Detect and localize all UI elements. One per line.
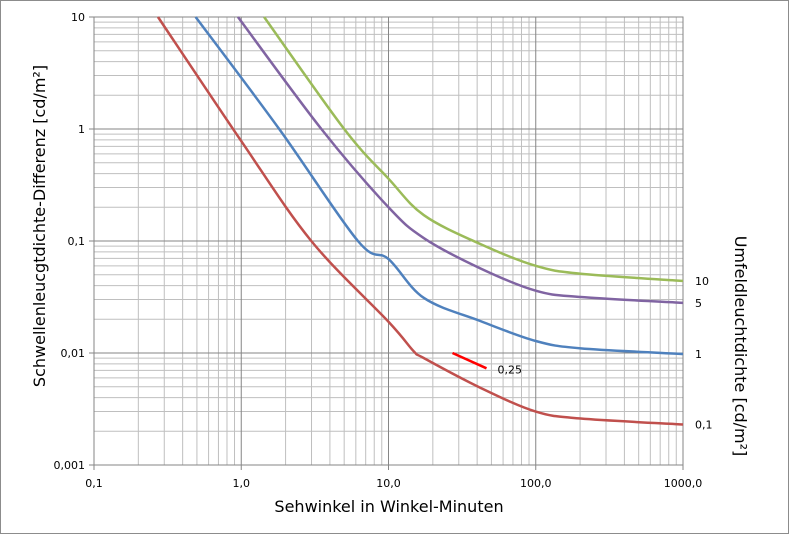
y-tick-label: 0,001 bbox=[54, 459, 86, 472]
y-tick-label: 10 bbox=[71, 11, 85, 24]
annotation-label: 0,25 bbox=[498, 363, 523, 376]
x-tick-label: 1000,0 bbox=[664, 477, 703, 490]
x-axis-title: Sehwinkel in Winkel-Minuten bbox=[274, 497, 503, 516]
y-tick-label: 0,1 bbox=[68, 235, 86, 248]
series-label: 10 bbox=[695, 275, 709, 288]
series-line-1 bbox=[194, 16, 684, 356]
series-group bbox=[156, 16, 684, 426]
right-axis-title: Umfeldleuchtdichte [cd/m²] bbox=[731, 236, 750, 457]
series-line-5 bbox=[236, 16, 684, 305]
series-label: 1 bbox=[695, 348, 702, 361]
annotation-line bbox=[451, 351, 488, 370]
series-label: 5 bbox=[695, 297, 702, 310]
y-axis-title: Schwellenleucgtdichte-Differenz [cd/m²] bbox=[30, 65, 49, 387]
y-tick-label: 0,01 bbox=[61, 347, 86, 360]
x-tick-label: 100,0 bbox=[520, 477, 552, 490]
y-tick-label: 1 bbox=[78, 123, 85, 136]
x-tick-label: 1,0 bbox=[233, 477, 251, 490]
plot-area-border bbox=[93, 16, 684, 466]
series-label: 0,1 bbox=[695, 418, 713, 431]
x-tick-label: 10,0 bbox=[376, 477, 401, 490]
x-tick-label: 0,1 bbox=[85, 477, 103, 490]
series-line-10 bbox=[263, 16, 684, 283]
grid: 0,1 1,0 10,0 100,0 1000,0 0,001 0,01 0,1 1 10 bbox=[54, 11, 703, 490]
series-line-0-1 bbox=[156, 16, 684, 426]
labels-group: 0,1 1 5 10 0,25 bbox=[498, 275, 713, 432]
